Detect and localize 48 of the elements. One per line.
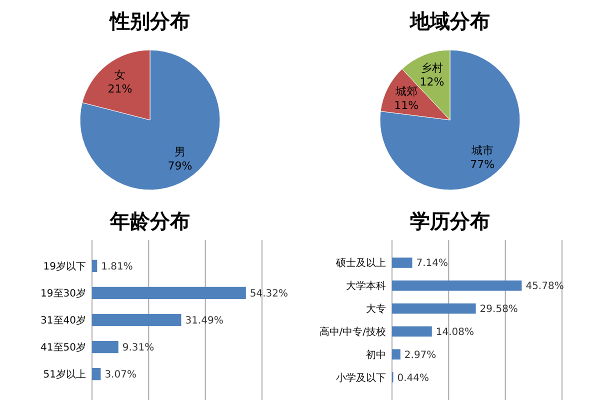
bar xyxy=(392,258,412,268)
bar xyxy=(92,340,118,354)
chart-title: 年龄分布 xyxy=(109,209,190,233)
chart-title: 学历分布 xyxy=(410,209,490,233)
data-label: 11% xyxy=(394,98,419,112)
data-label: 12% xyxy=(420,75,444,88)
bar xyxy=(392,280,522,291)
data-label: 31.49% xyxy=(185,316,224,326)
data-label: 7.14% xyxy=(416,258,448,270)
data-label: 1.81% xyxy=(101,261,133,272)
bar xyxy=(92,286,246,300)
data-label: 79% xyxy=(168,160,192,173)
bar xyxy=(392,326,432,337)
data-label: 29.58% xyxy=(480,304,518,316)
slice-label: 女 xyxy=(114,68,126,82)
data-label: 54.32% xyxy=(250,288,288,300)
data-label: 45.78% xyxy=(526,281,564,292)
slice-label: 城郊 xyxy=(394,84,418,98)
y-tick-label: 19至30岁 xyxy=(40,287,86,300)
data-label: 3.07% xyxy=(104,370,136,381)
slice-label: 男 xyxy=(174,146,186,159)
data-label: 14.08% xyxy=(436,326,474,338)
y-tick-label: 初中 xyxy=(366,348,386,361)
data-label: 9.31% xyxy=(122,342,154,354)
y-tick-label: 硕士及以上 xyxy=(335,257,386,270)
y-tick-label: 51岁以上 xyxy=(43,368,86,381)
pie-slice xyxy=(80,50,220,190)
y-tick-label: 41至50岁 xyxy=(40,342,86,354)
slice-label: 乡村 xyxy=(420,61,443,74)
chart-title: 性别分布 xyxy=(108,9,190,33)
data-label: 2.97% xyxy=(404,350,436,361)
pie-slice xyxy=(380,50,520,190)
bar xyxy=(92,260,98,272)
y-tick-label: 31至40岁 xyxy=(40,314,86,326)
y-tick-label: 19岁以下 xyxy=(43,260,86,272)
bar xyxy=(392,349,400,360)
bar xyxy=(392,303,476,314)
data-label: 77% xyxy=(470,158,495,171)
y-tick-label: 大专 xyxy=(366,303,386,316)
data-label: 21% xyxy=(108,82,132,96)
bar xyxy=(92,368,101,380)
slice-label: 城市 xyxy=(470,144,494,157)
y-tick-label: 小学及以下 xyxy=(336,372,386,384)
chart-title: 地域分布 xyxy=(409,9,490,33)
y-tick-label: 大学本科 xyxy=(346,280,386,292)
data-label: 0.44% xyxy=(397,372,430,384)
y-tick-label: 高中/中专/技校 xyxy=(319,326,386,338)
bar xyxy=(92,314,182,326)
